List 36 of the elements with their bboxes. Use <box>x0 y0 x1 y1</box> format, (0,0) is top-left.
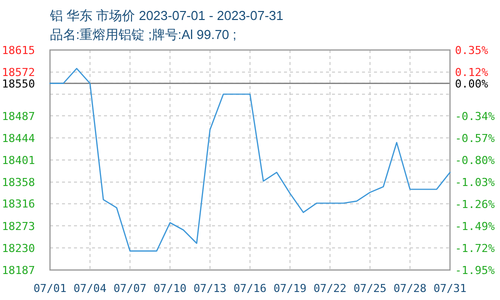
y-tick-label: 18572 <box>2 66 35 80</box>
y2-tick-label: -1.95% <box>455 264 496 277</box>
chart-title: 铝 华东 市场价 2023-07-01 - 2023-07-31 <box>49 8 284 23</box>
y2-tick-label: 0.35% <box>455 44 488 57</box>
y2-tick-label: -1.26% <box>455 198 496 211</box>
y2-tick-label: -1.49% <box>455 220 496 233</box>
x-tick-label: 07/07 <box>113 282 147 295</box>
x-tick-label: 07/28 <box>393 282 427 295</box>
x-tick-label: 07/19 <box>273 282 307 295</box>
x-tick-label: 07/04 <box>73 282 107 295</box>
y2-tick-label: -0.80% <box>455 154 496 167</box>
y-tick-label: 18316 <box>2 198 35 211</box>
y-tick-label: 18550 <box>2 77 35 90</box>
x-tick-label: 07/31 <box>433 282 467 295</box>
y2-tick-label: -1.72% <box>455 242 496 255</box>
y-tick-label: 18273 <box>2 220 35 233</box>
y2-tick-label: -0.34% <box>455 110 496 123</box>
x-tick-label: 07/22 <box>313 282 347 295</box>
x-tick-label: 07/01 <box>33 282 67 295</box>
y2-tick-label: -0.57% <box>455 132 496 145</box>
y2-tick-label: -1.03% <box>455 176 496 189</box>
y2-tick-label: 0.00% <box>455 77 488 90</box>
y-tick-label: 18401 <box>2 154 35 167</box>
y-tick-label: 18487 <box>2 110 35 123</box>
x-tick-label: 07/13 <box>193 282 227 295</box>
y2-tick-label: 0.12% <box>455 66 488 79</box>
line-series <box>49 68 451 252</box>
x-tick-label: 07/10 <box>153 282 187 295</box>
x-tick-label: 07/25 <box>353 282 387 295</box>
y-tick-label: 18444 <box>2 132 36 145</box>
y-tick-label: 18230 <box>2 242 35 255</box>
x-tick-label: 07/16 <box>233 282 267 295</box>
y-tick-label: 18358 <box>2 176 35 190</box>
y-tick-label: 18187 <box>2 264 35 277</box>
chart-subtitle: 品名:重熔用铝锭 ;牌号:Al 99.70 ; <box>50 27 236 42</box>
y-tick-label: 18615 <box>2 44 35 57</box>
